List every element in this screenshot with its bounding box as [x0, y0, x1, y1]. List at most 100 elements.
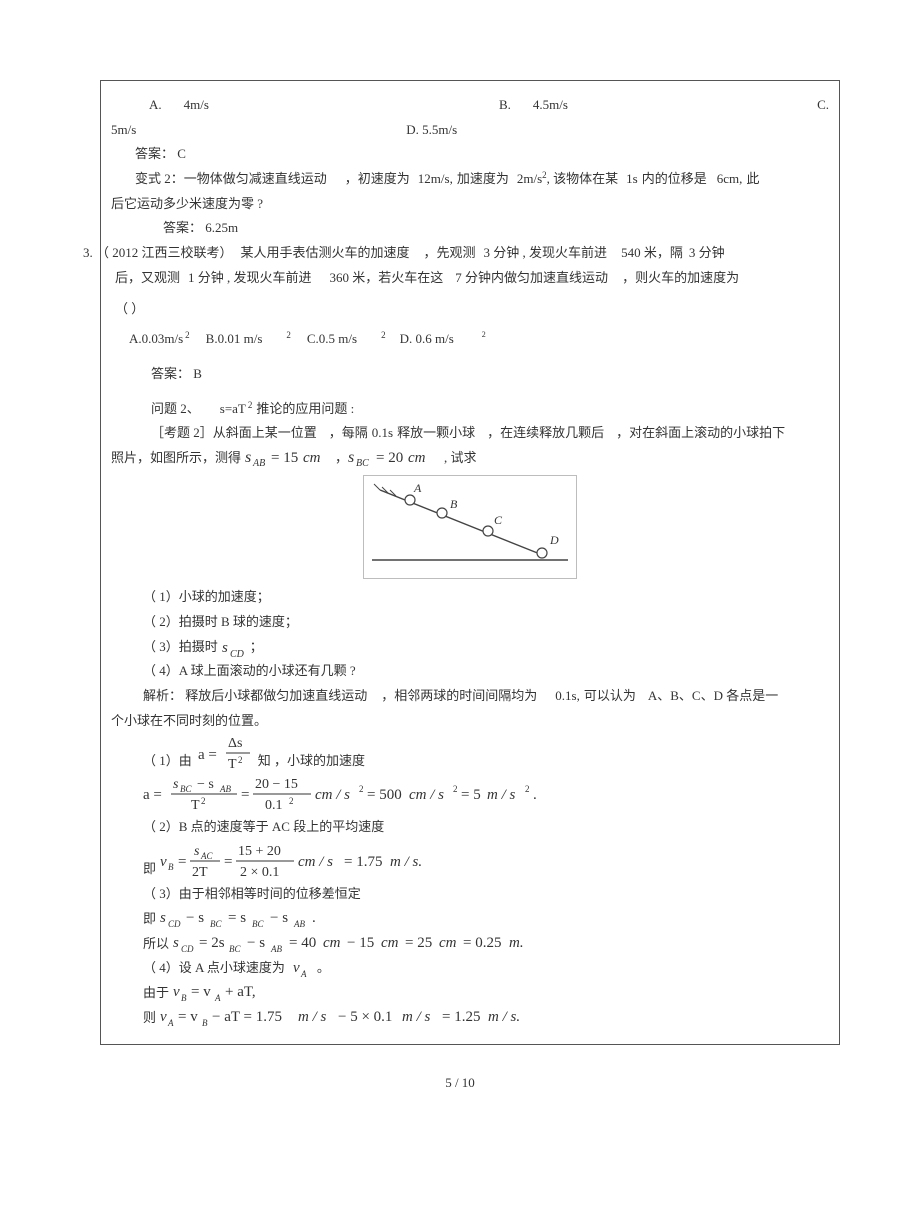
sol3-b: 即 — [143, 907, 156, 932]
options-row-1: A. 4m/s B. 4.5m/s C. — [111, 93, 829, 118]
topic2-formula: s=aT — [220, 397, 246, 422]
svg-text:A: A — [167, 1018, 174, 1028]
svg-text:= 25: = 25 — [405, 935, 432, 951]
q3-3m2: 3 分钟 — [689, 241, 725, 266]
sol3-eq: 即 s CD − s BC = s BC − s AB . — [111, 907, 829, 932]
subq-2: （ 2）拍摄时 B 球的速度； — [111, 610, 829, 635]
var2-6cm: 6cm, — [717, 167, 743, 192]
q3-7m: 7 分钟内做匀加速直线运动 — [455, 266, 608, 291]
opt-c-label: C. — [817, 93, 829, 118]
sol1-calc: a = s BC − s AB T 2 = 20 − 15 0.1 2 cm /… — [111, 773, 829, 815]
svg-text:m / s.: m / s. — [390, 854, 422, 870]
ex2-c: ，在连续释放几颗后 — [487, 421, 604, 446]
svg-text:= 40: = 40 — [289, 935, 316, 951]
svg-text:cm / s: cm / s — [409, 787, 444, 803]
q3-540: 540 米，隔 — [621, 241, 683, 266]
svg-text:AB: AB — [270, 944, 282, 954]
svg-text:B: B — [450, 497, 458, 511]
ana-b: ，相邻两球的时间间隔均为 — [381, 684, 537, 709]
svg-text:v: v — [173, 984, 180, 1000]
svg-text:AC: AC — [200, 851, 213, 861]
topic2-tail: 推论的应用问题 : — [256, 397, 354, 422]
incline-diagram-wrap: A B C D — [111, 475, 829, 580]
page-content: A. 4m/s B. 4.5m/s C. 5m/s D. 5.5m/s 答案： … — [100, 80, 840, 1045]
svg-text:+ aT,: + aT, — [225, 984, 256, 1000]
svg-text:2: 2 — [453, 784, 458, 794]
opt-b-val: 4.5m/s — [533, 93, 568, 118]
svg-text:.: . — [533, 787, 537, 803]
opt-d: D. 5.5m/s — [406, 118, 457, 143]
sol4-c: 由于 — [143, 981, 169, 1006]
svg-text:= 5: = 5 — [461, 787, 481, 803]
svg-text:AB: AB — [219, 784, 231, 794]
var2-12: 12m/s, — [418, 167, 453, 192]
svg-text:A: A — [300, 969, 307, 979]
svg-text:a =: a = — [198, 747, 217, 763]
answer-b: 答案： B — [111, 362, 829, 387]
q3-opt-d: D. 0.6 m/s — [400, 327, 454, 352]
sol3-calc: 所以 s CD = 2s BC − s AB = 40 cm − 15 cm =… — [111, 932, 829, 957]
svg-text:m / s.: m / s. — [488, 1009, 520, 1025]
var2-2: 2m/s — [517, 167, 542, 192]
sol2-line: （ 2）B 点的速度等于 AC 段上的平均速度 — [111, 815, 829, 840]
answer-625: 答案： 6.25m — [111, 216, 829, 241]
svg-text:C: C — [494, 513, 503, 527]
svg-text:cm / s: cm / s — [298, 854, 333, 870]
svg-text:− s: − s — [197, 777, 214, 792]
q3-b: ，先观测 — [424, 241, 476, 266]
svg-text:− 15: − 15 — [347, 935, 374, 951]
svg-text:B: B — [202, 1018, 208, 1028]
formula-scd-calc: s CD = 2s BC − s AB = 40 cm − 15 cm = 25… — [173, 933, 573, 955]
svg-text:− s: − s — [247, 935, 265, 951]
subq-3: （ 3）拍摄时 s CD ； — [111, 635, 829, 660]
q3-opt-a: A.0.03m/s — [129, 327, 183, 352]
ex2-b: 释放一颗小球 — [397, 421, 475, 446]
q3-a: 某人用手表估测火车的加速度 — [241, 241, 410, 266]
svg-text:= 1.25: = 1.25 — [442, 1009, 480, 1025]
sol1-line: （ 1）由 a = Δs T 2 知 ，小球的加速度 — [111, 733, 829, 773]
svg-text:cm: cm — [303, 450, 321, 466]
svg-text:cm: cm — [381, 935, 399, 951]
q3-options: A.0.03m/s 2 B.0.01 m/s 2 C.0.5 m/s 2 D. … — [111, 327, 829, 352]
sol2-b: 即 — [143, 857, 156, 882]
svg-text:A: A — [214, 993, 221, 1003]
svg-text:BC: BC — [210, 919, 222, 929]
svg-text:Δs: Δs — [228, 736, 242, 751]
sol3-c: 所以 — [143, 932, 169, 957]
svg-text:s: s — [245, 449, 251, 466]
svg-text:s: s — [222, 640, 228, 656]
svg-text:AB: AB — [252, 458, 265, 469]
svg-text:BC: BC — [180, 784, 192, 794]
svg-text:= 500: = 500 — [367, 787, 402, 803]
svg-text:2: 2 — [359, 784, 364, 794]
subq-3a: （ 3）拍摄时 — [143, 635, 218, 660]
sol4-line1: （ 4）设 A 点小球速度为 v A 。 — [111, 956, 829, 981]
sup-q3d: 2 — [482, 327, 486, 352]
ex2-head: ［考题 2］从斜面上某一位置 — [151, 421, 317, 446]
ex2-line2: 照片，如图所示，测得 s AB = 15 cm ， s BC = 20 cm ,… — [111, 446, 829, 471]
svg-text:20 − 15: 20 − 15 — [255, 777, 298, 792]
svg-text:T: T — [191, 798, 200, 813]
svg-text:= 2s: = 2s — [199, 935, 225, 951]
sol4-line2: 由于 v B = v A + aT, — [111, 981, 829, 1006]
svg-text:= s: = s — [228, 910, 246, 926]
q3-3m: 3 分钟 , 发现火车前进 — [484, 241, 608, 266]
ex2-line1: ［考题 2］从斜面上某一位置 ，每隔 0.1s 释放一颗小球 ，在连续释放几颗后… — [111, 421, 829, 446]
svg-text:CD: CD — [230, 649, 245, 659]
svg-text:2: 2 — [201, 796, 206, 806]
svg-text:CD: CD — [168, 919, 181, 929]
variant2-line1: 变式 2：一物体做匀减速直线运动 ，初速度为 12m/s, 加速度为 2m/s2… — [111, 167, 829, 192]
svg-text:m / s: m / s — [402, 1009, 431, 1025]
svg-text:= 1.75: = 1.75 — [344, 854, 382, 870]
q3-head: 3. （ 2012 江西三校联考） — [83, 241, 233, 266]
svg-text:v: v — [160, 1009, 167, 1025]
q3-360: 360 米，若火车在这 — [330, 266, 444, 291]
q3-opt-b: B.0.01 m/s — [206, 327, 263, 352]
ex2-l2b: , 试求 — [444, 446, 477, 471]
svg-text:2 × 0.1: 2 × 0.1 — [240, 865, 279, 880]
svg-text:m / s: m / s — [487, 787, 516, 803]
svg-text:B: B — [168, 862, 174, 872]
sol2-calc: 即 v B = s AC 2T = 15 + 20 2 × 0.1 cm / s… — [111, 840, 829, 882]
svg-text:m / s: m / s — [298, 1009, 327, 1025]
svg-text:.: . — [312, 910, 316, 926]
